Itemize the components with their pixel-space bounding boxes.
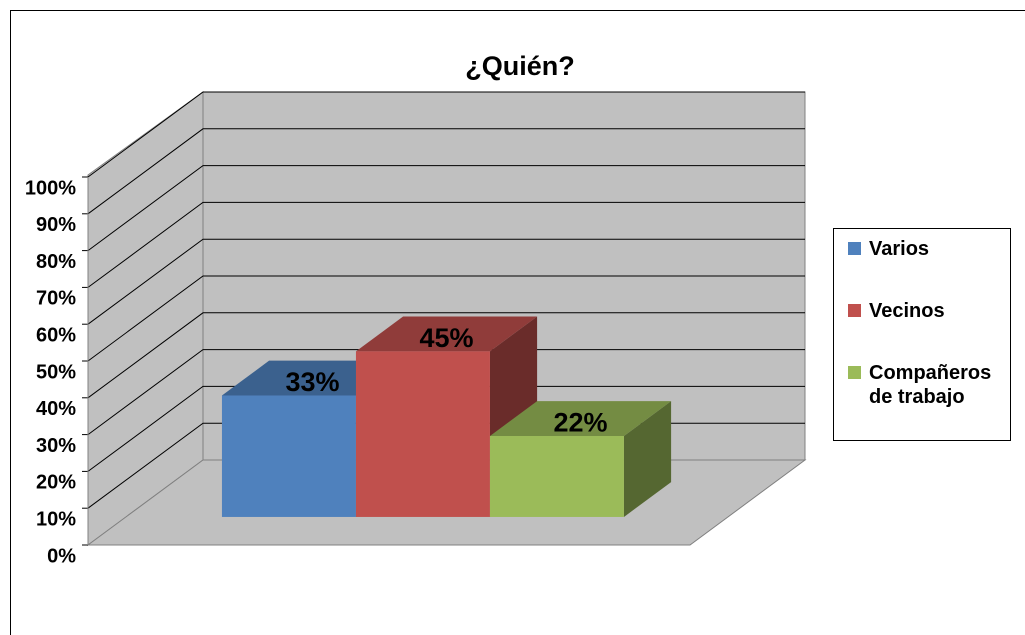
grid-line (87, 385, 805, 472)
grid-line (87, 201, 805, 288)
grid-line (87, 128, 805, 215)
data-label: 45% (420, 323, 474, 353)
y-tick-label: 20% (36, 472, 76, 494)
y-tick-label: 30% (36, 435, 76, 457)
data-label: 33% (286, 367, 340, 397)
legend-item: Vecinos (848, 299, 1019, 323)
bar (221, 395, 356, 517)
legend-label: Vecinos (869, 300, 945, 322)
legend-swatch (848, 304, 861, 317)
y-tick-label: 60% (36, 324, 76, 346)
grid-line (87, 165, 805, 252)
legend-swatch (848, 366, 861, 379)
bar-side (623, 401, 672, 517)
legend-swatch (848, 242, 861, 255)
y-tick-label: 50% (36, 361, 76, 383)
grid-line (87, 349, 805, 436)
y-tick-label: 100% (25, 177, 76, 199)
legend: Varios Vecinos Compañeros de trabajo (833, 228, 1011, 441)
bar (489, 435, 624, 517)
legend-item: Varios (848, 237, 1019, 261)
bar (355, 351, 490, 517)
y-tick-label: 90% (36, 214, 76, 236)
grid-line (87, 312, 805, 399)
y-tick-label: 40% (36, 398, 76, 420)
grid-line (87, 275, 805, 362)
chart-title: ¿Quién? (465, 51, 575, 81)
legend-item: Compañeros de trabajo (848, 361, 1019, 409)
bar-top (489, 401, 672, 436)
legend-label: Compañeros de trabajo (869, 362, 992, 408)
bar-top (355, 316, 538, 352)
grid-line (87, 91, 805, 178)
y-tick-label: 70% (36, 288, 76, 310)
legend-label: Varios (869, 238, 930, 260)
grid-line (87, 238, 805, 325)
data-label: 22% (554, 408, 608, 438)
y-tick-label: 10% (36, 508, 76, 530)
y-tick-label: 80% (36, 251, 76, 273)
y-tick-label: 0% (47, 545, 76, 567)
